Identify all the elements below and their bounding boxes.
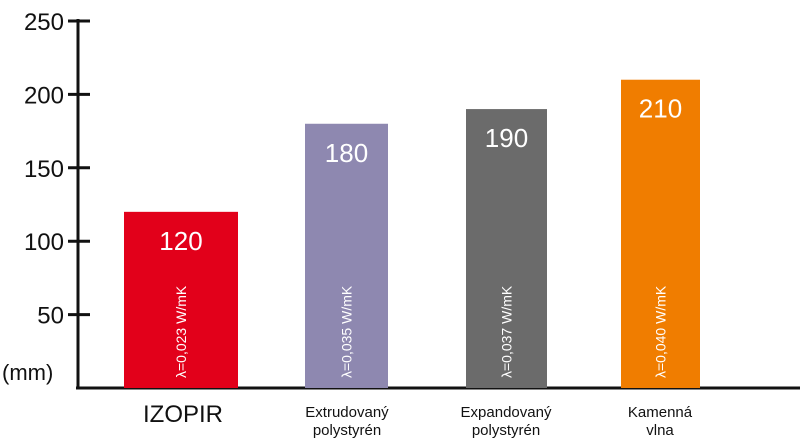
y-tick-label: 200 (24, 82, 64, 109)
bar-lambda-annotation: λ=0,037 W/mK (499, 285, 515, 378)
x-category-label: Extrudovaný polystyrén (305, 404, 389, 439)
y-axis-unit-label: (mm) (2, 360, 53, 385)
bar-lambda-annotation: λ=0,035 W/mK (339, 285, 355, 378)
y-tick-label: 100 (24, 229, 64, 256)
y-tick-label: 250 (24, 9, 64, 36)
bar-lambda-annotation: λ=0,023 W/mK (173, 285, 189, 378)
y-tick-label: 150 (24, 156, 64, 183)
bar-value-label: 180 (325, 138, 368, 168)
bar-value-label: 190 (485, 123, 528, 153)
x-category-label: IZOPIR (143, 401, 223, 428)
y-tick-label: 50 (37, 303, 64, 330)
bar (466, 109, 547, 388)
x-category-label: Expandovaný polystyrén (461, 404, 552, 439)
bar (305, 123, 388, 388)
labels: 120 λ=0,023 W/mK IZOPIR 180 λ=0,035 W/mK Extr… (143, 94, 693, 439)
bar (621, 79, 700, 388)
bar-value-label: 210 (639, 94, 682, 124)
x-category-label: Kamenná vlna (628, 404, 693, 439)
bars (124, 79, 700, 388)
bar-lambda-annotation: λ=0,040 W/mK (653, 285, 669, 378)
bar-value-label: 120 (159, 226, 202, 256)
bar (124, 211, 238, 388)
